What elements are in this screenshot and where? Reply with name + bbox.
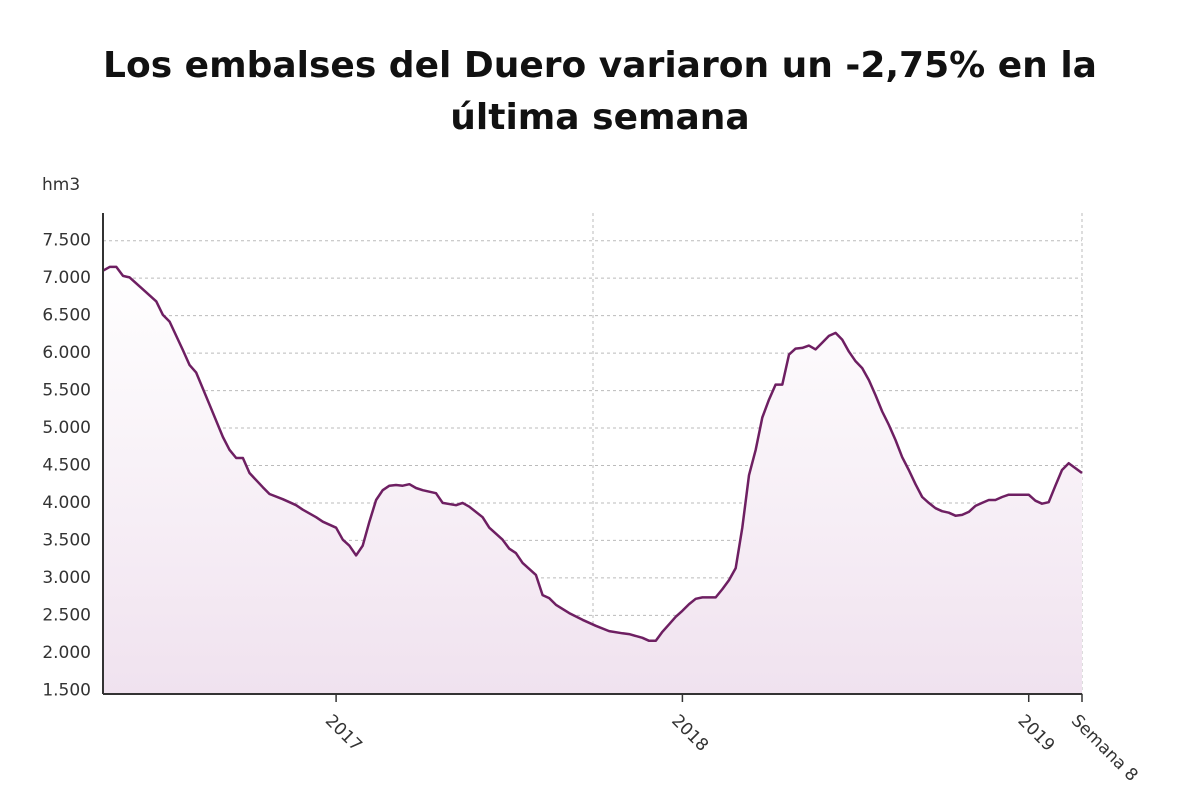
- y-axis-label: hm3: [42, 175, 80, 195]
- y-tick-label: 4.000: [42, 493, 91, 513]
- x-tick-label: 2017: [321, 711, 366, 756]
- y-tick-label: 4.500: [42, 455, 91, 475]
- area: [103, 266, 1082, 694]
- y-tick-label: 1.500: [42, 680, 91, 700]
- y-tick-label: 7.000: [42, 268, 91, 288]
- x-tick-label: Semana 8: [1067, 711, 1142, 786]
- line: [102, 265, 1083, 643]
- y-tick-label: 2.000: [42, 643, 91, 663]
- y-tick-label: 5.500: [42, 381, 91, 401]
- x-tick-label: 2018: [667, 711, 712, 756]
- y-tick-label: 7.500: [42, 231, 91, 251]
- y-tick-label: 6.500: [42, 306, 91, 326]
- x-tick-label: 2019: [1014, 711, 1059, 756]
- y-tick-label: 3.000: [42, 568, 91, 588]
- y-tick-label: 6.000: [42, 343, 91, 363]
- y-tick-label: 2.500: [42, 605, 91, 625]
- y-tick-label: 5.000: [42, 418, 91, 438]
- chart-title: Los embalses del Duero variaron un -2,75…: [103, 45, 1097, 138]
- y-tick-label: 3.500: [42, 530, 91, 550]
